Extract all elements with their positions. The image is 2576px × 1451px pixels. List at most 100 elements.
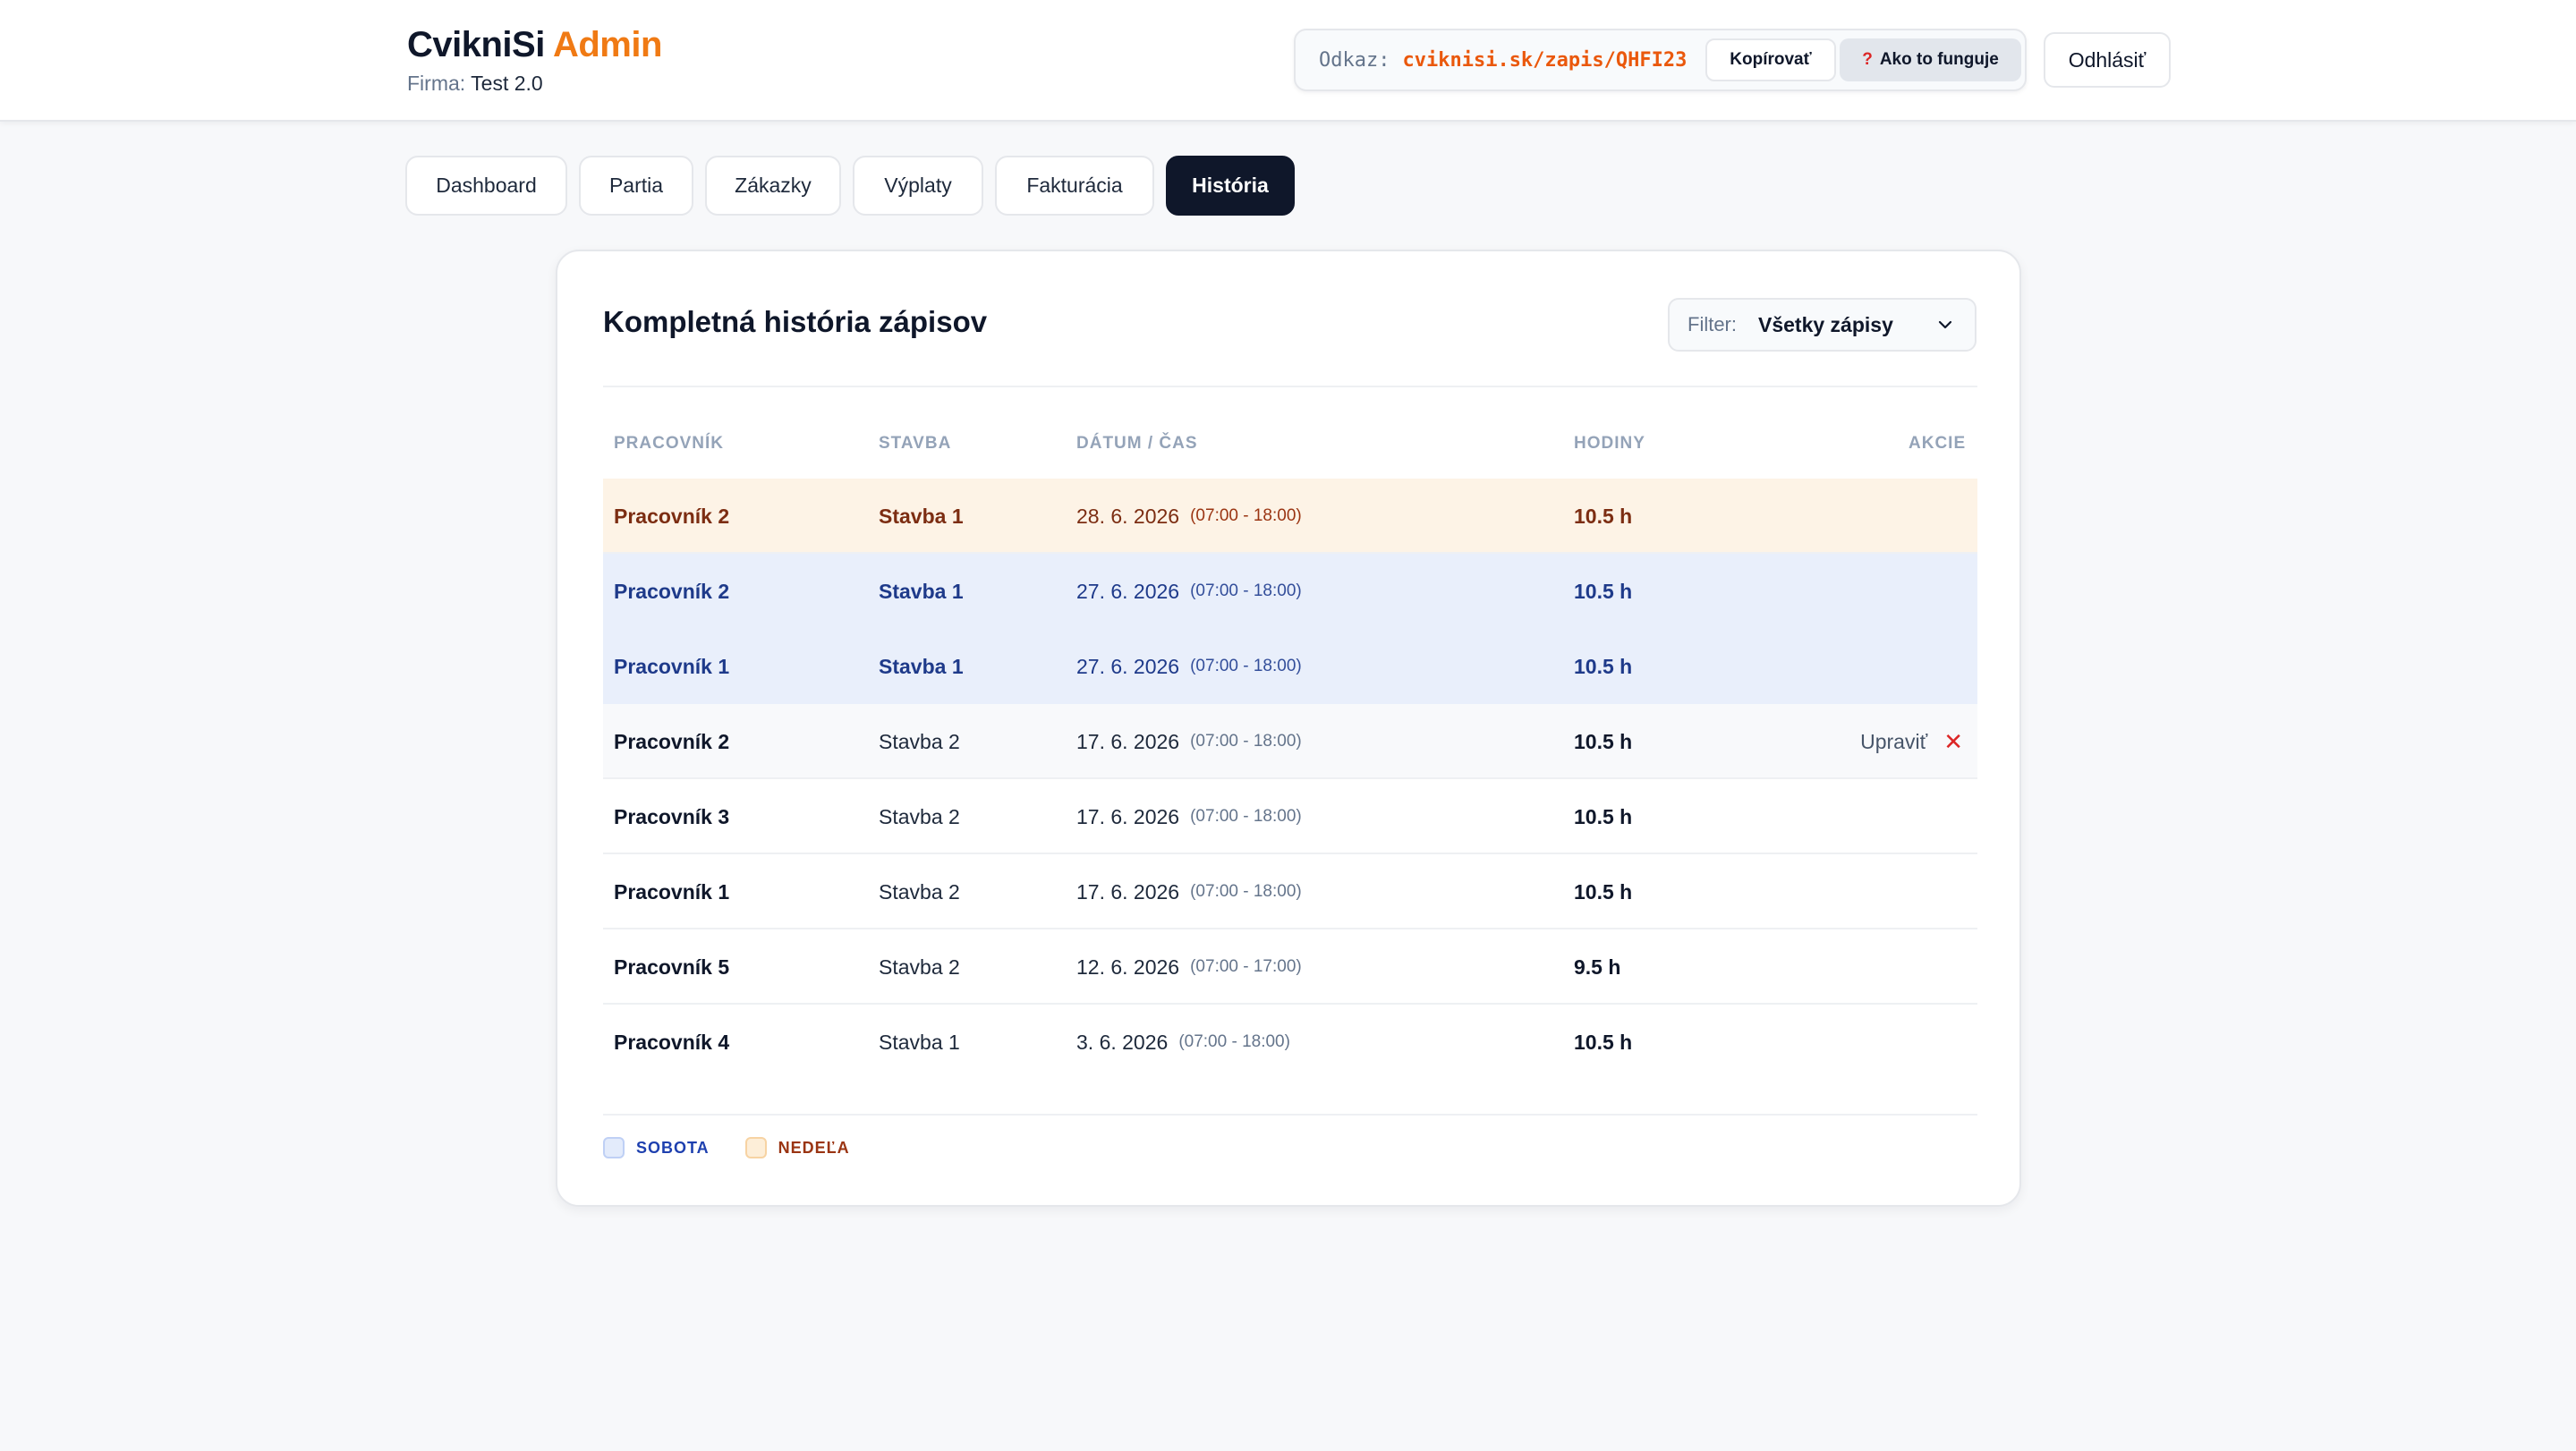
column-header-worker: PRACOVNÍK [614, 434, 725, 453]
link-url[interactable]: cviknisi.sk/zapis/QHFI23 [1402, 48, 1688, 72]
logout-button[interactable]: Odhlásiť [2044, 32, 2171, 88]
help-label: Ako to funguje [1879, 50, 1999, 69]
sunday-swatch [744, 1137, 767, 1158]
worker-name: Pracovník 2 [614, 729, 730, 753]
row-actions: Upraviť ✕ [1860, 704, 1963, 779]
time-range: (07:00 - 18:00) [1190, 732, 1302, 751]
hours-value: 10.5 h [1574, 579, 1633, 603]
tab-bar: Dashboard Partia Zákazky Výplaty Fakturá… [405, 156, 1295, 216]
time-range: (07:00 - 17:00) [1190, 957, 1302, 976]
worker-name: Pracovník 2 [614, 504, 730, 528]
time-range: (07:00 - 18:00) [1190, 807, 1302, 826]
filter-select[interactable]: Filter: Všetky zápisy [1668, 298, 1977, 352]
tab-historia[interactable]: História [1166, 156, 1295, 216]
date-cell: 17. 6. 2026 (07:00 - 18:00) [1076, 779, 1302, 854]
time-range: (07:00 - 18:00) [1190, 506, 1302, 525]
filter-value: Všetky zápisy [1758, 312, 1893, 336]
brand-accent: Admin [552, 25, 662, 64]
tab-fakturacia[interactable]: Fakturácia [995, 156, 1154, 216]
table-row[interactable]: Pracovník 2 Stavba 2 17. 6. 2026 (07:00 -… [603, 704, 1977, 779]
date-cell: 3. 6. 2026 (07:00 - 18:00) [1076, 1005, 1290, 1080]
hours-value: 9.5 h [1574, 955, 1621, 979]
time-range: (07:00 - 18:00) [1178, 1032, 1290, 1051]
date-cell: 28. 6. 2026 (07:00 - 18:00) [1076, 479, 1302, 554]
delete-icon[interactable]: ✕ [1943, 727, 1963, 755]
share-link-box: Odkaz: cviknisi.sk/zapis/QHFI23 Kopírova… [1294, 29, 2027, 91]
date-cell: 12. 6. 2026 (07:00 - 17:00) [1076, 929, 1302, 1005]
saturday-swatch [603, 1137, 625, 1158]
site-name: Stavba 2 [879, 804, 960, 828]
date-cell: 27. 6. 2026 (07:00 - 18:00) [1076, 554, 1302, 629]
table-row[interactable]: Pracovník 4 Stavba 1 3. 6. 2026 (07:00 - … [603, 1005, 1977, 1080]
table-row[interactable]: Pracovník 2 Stavba 1 28. 6. 2026 (07:00 -… [603, 479, 1977, 554]
chevron-down-icon [1938, 320, 1952, 329]
date-value: 27. 6. 2026 [1076, 579, 1180, 603]
legend-saturday: SOBOTA [603, 1137, 710, 1158]
brand-name: CvikniSi [407, 25, 545, 64]
table-row[interactable]: Pracovník 1 Stavba 1 27. 6. 2026 (07:00 -… [603, 629, 1977, 704]
top-bar: CvikniSi Admin Firma: Test 2.0 Odkaz: cv… [0, 0, 2576, 122]
hours-value: 10.5 h [1574, 504, 1633, 528]
hours-value: 10.5 h [1574, 804, 1633, 828]
link-label: Odkaz: [1319, 48, 1390, 72]
time-range: (07:00 - 18:00) [1190, 882, 1302, 901]
date-cell: 17. 6. 2026 (07:00 - 18:00) [1076, 854, 1302, 929]
table-row[interactable]: Pracovník 1 Stavba 2 17. 6. 2026 (07:00 -… [603, 854, 1977, 929]
worker-name: Pracovník 5 [614, 955, 730, 979]
hours-value: 10.5 h [1574, 654, 1633, 678]
column-header-date: DÁTUM / ČAS [1076, 434, 1198, 453]
table-row[interactable]: Pracovník 2 Stavba 1 27. 6. 2026 (07:00 -… [603, 554, 1977, 629]
legend-sunday: NEDEĽA [744, 1137, 850, 1158]
site-name: Stavba 2 [879, 879, 960, 904]
help-button[interactable]: ? Ako to funguje [1840, 38, 2021, 81]
column-header-hours: HODINY [1574, 434, 1645, 453]
question-mark-icon: ? [1862, 50, 1873, 69]
date-value: 27. 6. 2026 [1076, 654, 1180, 678]
tab-dashboard[interactable]: Dashboard [405, 156, 567, 216]
tab-vyplaty[interactable]: Výplaty [853, 156, 983, 216]
legend-sunday-label: NEDEĽA [778, 1138, 850, 1157]
tab-zakazky[interactable]: Zákazky [705, 156, 841, 216]
worker-name: Pracovník 1 [614, 879, 730, 904]
date-value: 17. 6. 2026 [1076, 879, 1180, 904]
site-name: Stavba 1 [879, 1030, 960, 1054]
legend-divider [603, 1114, 1977, 1116]
worker-name: Pracovník 1 [614, 654, 730, 678]
time-range: (07:00 - 18:00) [1190, 581, 1302, 600]
worker-name: Pracovník 4 [614, 1030, 730, 1054]
site-name: Stavba 1 [879, 504, 964, 528]
column-header-site: STAVBA [879, 434, 952, 453]
divider [603, 386, 1977, 387]
firm-name: Test 2.0 [471, 72, 543, 95]
copy-button[interactable]: Kopírovať [1705, 38, 1836, 81]
date-value: 12. 6. 2026 [1076, 955, 1180, 979]
hours-value: 10.5 h [1574, 729, 1633, 753]
firm-info: Firma: Test 2.0 [407, 72, 662, 96]
worker-name: Pracovník 2 [614, 579, 730, 603]
site-name: Stavba 2 [879, 955, 960, 979]
firm-label: Firma: [407, 72, 466, 95]
filter-label: Filter: [1688, 313, 1737, 335]
date-value: 3. 6. 2026 [1076, 1030, 1169, 1054]
page-title: Kompletná história zápisov [603, 305, 988, 338]
date-value: 17. 6. 2026 [1076, 729, 1180, 753]
date-cell: 17. 6. 2026 (07:00 - 18:00) [1076, 704, 1302, 779]
table-row[interactable]: Pracovník 3 Stavba 2 17. 6. 2026 (07:00 -… [603, 779, 1977, 854]
hours-value: 10.5 h [1574, 879, 1633, 904]
history-table: Pracovník 2 Stavba 1 28. 6. 2026 (07:00 -… [603, 479, 1977, 1080]
edit-link[interactable]: Upraviť [1860, 729, 1928, 753]
date-value: 28. 6. 2026 [1076, 504, 1180, 528]
brand-title: CvikniSi Admin [407, 23, 662, 66]
site-name: Stavba 1 [879, 579, 964, 603]
date-value: 17. 6. 2026 [1076, 804, 1180, 828]
hours-value: 10.5 h [1574, 1030, 1633, 1054]
brand: CvikniSi Admin Firma: Test 2.0 [407, 23, 662, 96]
legend: SOBOTA NEDEĽA [603, 1137, 886, 1158]
legend-saturday-label: SOBOTA [636, 1138, 710, 1157]
history-card: Kompletná história zápisov Filter: Všetk… [556, 250, 2021, 1207]
worker-name: Pracovník 3 [614, 804, 730, 828]
time-range: (07:00 - 18:00) [1190, 657, 1302, 675]
tab-partia[interactable]: Partia [579, 156, 693, 216]
site-name: Stavba 1 [879, 654, 964, 678]
table-row[interactable]: Pracovník 5 Stavba 2 12. 6. 2026 (07:00 -… [603, 929, 1977, 1005]
